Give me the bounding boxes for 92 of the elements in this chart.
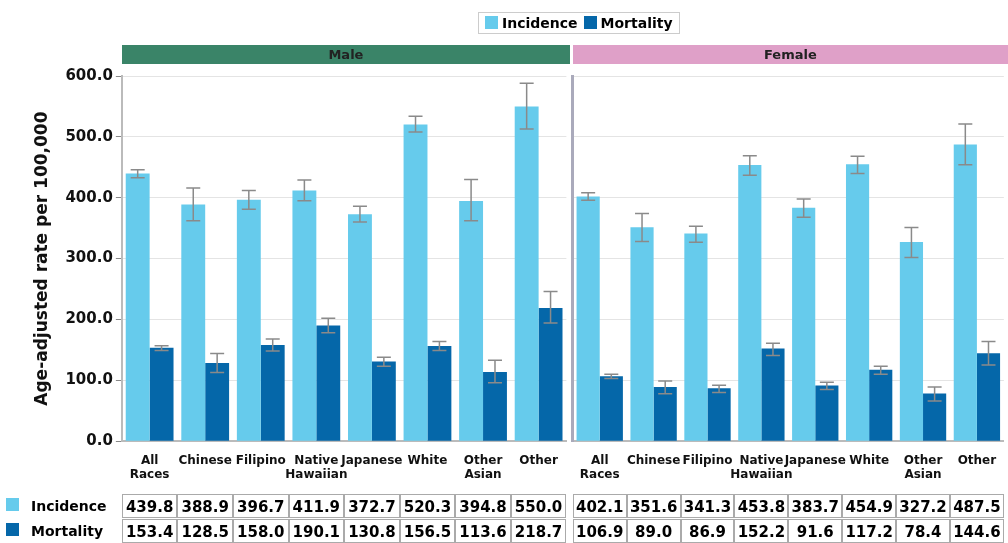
x-tick-label: Other Asian bbox=[463, 452, 503, 481]
chart-title: Female bbox=[572, 45, 1008, 64]
bar bbox=[923, 393, 947, 441]
x-tick-label: Filipino bbox=[235, 452, 286, 467]
y-tick-label: 100.0 bbox=[65, 370, 113, 389]
bar bbox=[427, 345, 452, 441]
x-tick-label: All Races bbox=[579, 452, 620, 481]
bar bbox=[761, 348, 785, 441]
data-label: 383.7 bbox=[788, 494, 843, 518]
y-tick-label: 500.0 bbox=[65, 126, 113, 145]
legend-label: Incidence bbox=[30, 497, 107, 516]
data-label: 351.6 bbox=[626, 494, 681, 518]
data-label: 341.3 bbox=[680, 494, 735, 518]
x-tick-label: Japanese bbox=[783, 452, 846, 467]
bar bbox=[348, 214, 372, 441]
bar bbox=[514, 106, 539, 441]
data-label: 190.1 bbox=[288, 519, 345, 543]
bar bbox=[459, 200, 484, 441]
data-label: 218.7 bbox=[510, 519, 567, 543]
legend-label: Incidence bbox=[501, 15, 578, 31]
data-label: 372.7 bbox=[344, 494, 400, 518]
data-label: 388.9 bbox=[177, 494, 233, 518]
data-label: 78.4 bbox=[896, 519, 950, 543]
bar bbox=[125, 173, 150, 441]
y-axis-title: Age-adjusted rate per 100,000 bbox=[30, 111, 51, 406]
x-tick-label: Other Asian bbox=[903, 452, 943, 481]
x-tick-label: White bbox=[849, 452, 890, 467]
data-label: 158.0 bbox=[232, 519, 289, 543]
x-tick-label: Japanese bbox=[340, 452, 403, 467]
data-label: 86.9 bbox=[680, 519, 735, 543]
data-label: 130.8 bbox=[344, 519, 400, 543]
bar bbox=[899, 242, 924, 441]
y-tick-label: 0.0 bbox=[86, 431, 113, 450]
bar bbox=[792, 207, 816, 441]
data-label: 550.0 bbox=[510, 494, 567, 518]
bar bbox=[599, 376, 623, 441]
bar bbox=[576, 196, 600, 441]
data-label: 396.7 bbox=[232, 494, 289, 518]
y-tick-label: 200.0 bbox=[65, 309, 113, 328]
data-label: 117.2 bbox=[842, 519, 897, 543]
bar bbox=[845, 164, 870, 441]
bar bbox=[403, 124, 428, 441]
bar bbox=[292, 190, 317, 441]
x-tick-label: All Races bbox=[129, 452, 170, 481]
x-tick-label: White bbox=[407, 452, 448, 467]
y-tick-label: 300.0 bbox=[65, 248, 113, 267]
bar bbox=[738, 164, 762, 441]
x-tick-label: Other bbox=[519, 452, 558, 467]
bar bbox=[630, 227, 654, 441]
data-label: 153.4 bbox=[121, 519, 178, 543]
bar bbox=[953, 144, 977, 441]
bar bbox=[181, 204, 206, 441]
data-label: 327.2 bbox=[896, 494, 950, 518]
bar bbox=[538, 308, 563, 441]
bar bbox=[815, 385, 839, 441]
bar bbox=[205, 362, 230, 441]
data-label: 453.8 bbox=[734, 494, 789, 518]
data-label: 439.8 bbox=[121, 494, 178, 518]
data-label: 91.6 bbox=[788, 519, 843, 543]
data-label: 106.9 bbox=[572, 519, 627, 543]
bar bbox=[260, 345, 285, 441]
bar bbox=[371, 361, 396, 441]
bar bbox=[976, 353, 1001, 441]
data-label: 113.6 bbox=[455, 519, 511, 543]
data-label: 411.9 bbox=[288, 494, 345, 518]
bar bbox=[483, 372, 507, 441]
legend-label: Mortality bbox=[599, 15, 673, 31]
data-label: 152.2 bbox=[734, 519, 789, 543]
y-tick-label: 600.0 bbox=[65, 65, 113, 84]
y-tick-label: 400.0 bbox=[65, 187, 113, 206]
data-label: 128.5 bbox=[177, 519, 233, 543]
x-tick-label: Chinese bbox=[626, 452, 681, 467]
data-label: 144.6 bbox=[949, 519, 1004, 543]
data-label: 520.3 bbox=[399, 494, 456, 518]
bar bbox=[707, 388, 731, 441]
data-label: 89.0 bbox=[626, 519, 681, 543]
legend-label: Mortality bbox=[30, 522, 104, 541]
chart-title: Male bbox=[121, 45, 570, 64]
bar bbox=[149, 347, 174, 441]
bar bbox=[684, 233, 708, 441]
data-label: 394.8 bbox=[455, 494, 511, 518]
data-label: 156.5 bbox=[399, 519, 456, 543]
bar bbox=[869, 369, 893, 441]
x-tick-label: Chinese bbox=[178, 452, 232, 467]
bar bbox=[316, 325, 341, 441]
data-label: 487.5 bbox=[949, 494, 1004, 518]
x-tick-label: Other bbox=[957, 452, 997, 467]
data-label: 402.1 bbox=[572, 494, 627, 518]
x-tick-label: Filipino bbox=[682, 452, 733, 467]
bar bbox=[236, 199, 261, 441]
bar bbox=[653, 387, 677, 441]
data-label: 454.9 bbox=[842, 494, 897, 518]
